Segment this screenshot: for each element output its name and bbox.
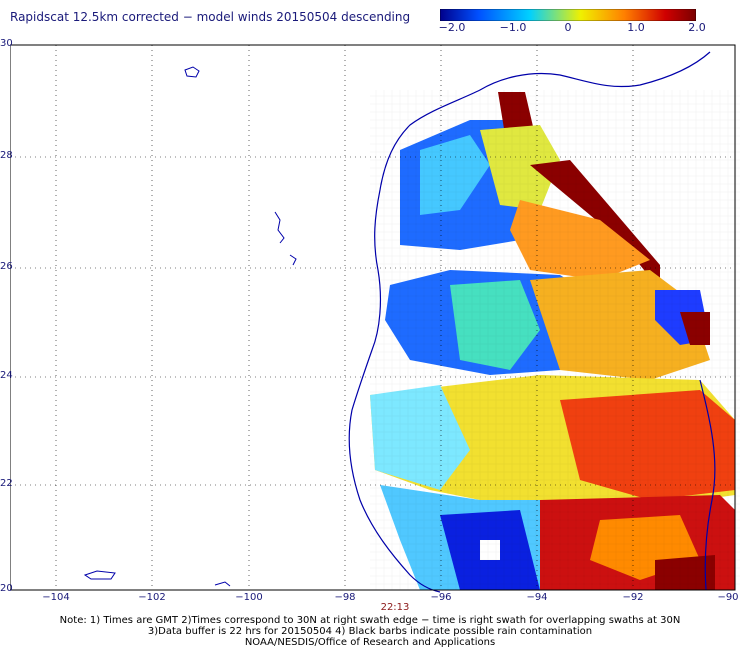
lon-tick: −90 <box>717 592 739 603</box>
lon-tick: −92 <box>622 592 644 603</box>
graticule <box>10 45 735 590</box>
lat-tick: 22 <box>0 478 13 489</box>
colorbar-label: 0 <box>564 21 572 34</box>
lon-tick: −102 <box>138 592 166 603</box>
swath-data <box>370 90 740 590</box>
lon-tick: −98 <box>334 592 356 603</box>
coastline-east <box>699 379 716 591</box>
note-line: Note: 1) Times are GMT 2)Times correspon… <box>59 615 681 626</box>
colorbar-label: −1.0 <box>499 21 527 34</box>
lon-tick: −96 <box>430 592 452 603</box>
colorbar <box>440 9 696 21</box>
colorbar-label: 2.0 <box>688 21 706 34</box>
map-title: Rapidscat 12.5km corrected − model winds… <box>10 10 411 24</box>
lat-tick: 28 <box>0 150 13 161</box>
lat-tick: 30 <box>0 38 13 49</box>
lat-tick: 24 <box>0 370 13 381</box>
swath-time-label: 22:13 <box>380 602 410 613</box>
note-line: NOAA/NESDIS/Office of Research and Appli… <box>244 637 496 648</box>
note-line: 3)Data buffer is 22 hrs for 20150504 4) … <box>147 626 593 637</box>
lon-tick: −104 <box>42 592 70 603</box>
lon-tick: −100 <box>235 592 263 603</box>
notes: Note: 1) Times are GMT 2)Times correspon… <box>0 615 740 648</box>
colorbar-label: 1.0 <box>627 21 645 34</box>
wind-difference-map <box>10 44 740 593</box>
lat-tick: 26 <box>0 261 13 272</box>
lat-tick: 20 <box>0 583 13 594</box>
coastline <box>348 51 711 593</box>
colorbar-label: −2.0 <box>438 21 466 34</box>
lon-tick: −94 <box>526 592 548 603</box>
